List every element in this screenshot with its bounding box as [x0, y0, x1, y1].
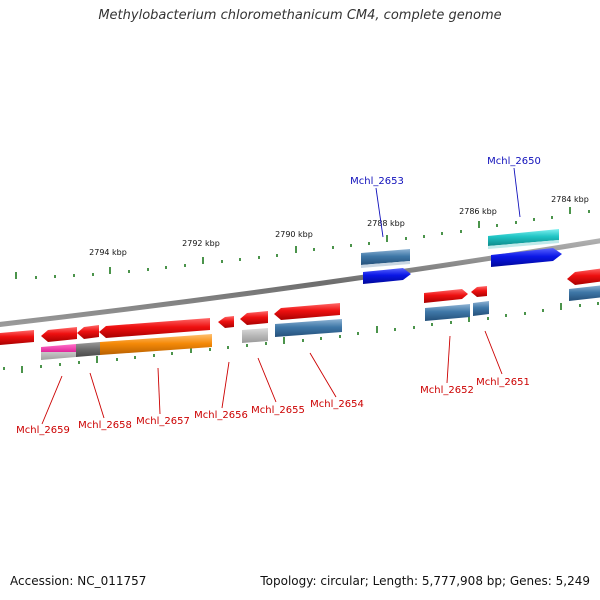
- gene-label-mchl-2657: Mchl_2657: [136, 416, 190, 427]
- feature-mchl-2656: [218, 316, 234, 328]
- feature-mchl-2653-outer: [361, 249, 410, 268]
- gene-label-mchl-2655: Mchl_2655: [251, 405, 305, 416]
- feature-mchl-2653: [363, 268, 411, 284]
- feature-mchl-2651-annotation: [473, 301, 489, 316]
- gene-label-mchl-2651: Mchl_2651: [476, 377, 530, 388]
- feature-mchl-2655-annotation: [242, 328, 268, 343]
- feature-mchl-2659: [41, 327, 77, 342]
- accession-text: Accession: NC_011757: [10, 574, 147, 588]
- feature-edge-steel: [569, 285, 600, 301]
- feature-edge-red: [567, 268, 600, 285]
- scale-label-2790: 2790 kbp: [275, 230, 313, 239]
- gene-label-mchl-2654: Mchl_2654: [310, 399, 364, 410]
- leader-lines-bottom: [41, 330, 503, 425]
- gene-label-mchl-2659: Mchl_2659: [16, 425, 70, 436]
- feature-mchl-2650-outer: [488, 229, 559, 249]
- feature-mchl-2655: [240, 311, 268, 325]
- feature-mchl-2658: [77, 325, 99, 339]
- feature-mchl-2658-annotation: [76, 342, 100, 357]
- feature-left-red: [0, 330, 34, 345]
- gene-label-mchl-2650: Mchl_2650: [487, 156, 541, 167]
- upper-tick-row: [15, 207, 590, 279]
- feature-mchl-2657: [99, 318, 210, 338]
- scale-label-2788: 2788 kbp: [367, 219, 405, 228]
- scale-label-2784: 2784 kbp: [551, 195, 589, 204]
- feature-mchl-2657-annotation: [100, 334, 212, 355]
- scale-label-2792: 2792 kbp: [182, 239, 220, 248]
- gene-label-mchl-2653: Mchl_2653: [350, 176, 404, 187]
- genome-title: Methylobacterium chloromethanicum CM4, c…: [98, 8, 502, 23]
- gene-label-mchl-2652: Mchl_2652: [420, 385, 474, 396]
- feature-mchl-2652: [424, 289, 468, 303]
- scale-label-2786: 2786 kbp: [459, 207, 497, 216]
- feature-mchl-2654-annotation: [275, 319, 342, 337]
- genome-summary-text: Topology: circular; Length: 5,777,908 bp…: [260, 574, 590, 588]
- feature-mchl-2650: [491, 248, 562, 267]
- feature-mchl-2654: [274, 303, 340, 320]
- feature-mchl-2652-annotation: [425, 304, 470, 321]
- leader-lines-top: [375, 167, 521, 238]
- gene-label-mchl-2656: Mchl_2656: [194, 410, 248, 421]
- scale-label-2794: 2794 kbp: [89, 248, 127, 257]
- feature-mchl-2651: [471, 286, 487, 297]
- feature-mchl-2659-annotation: [41, 344, 76, 360]
- gene-label-mchl-2658: Mchl_2658: [78, 420, 132, 431]
